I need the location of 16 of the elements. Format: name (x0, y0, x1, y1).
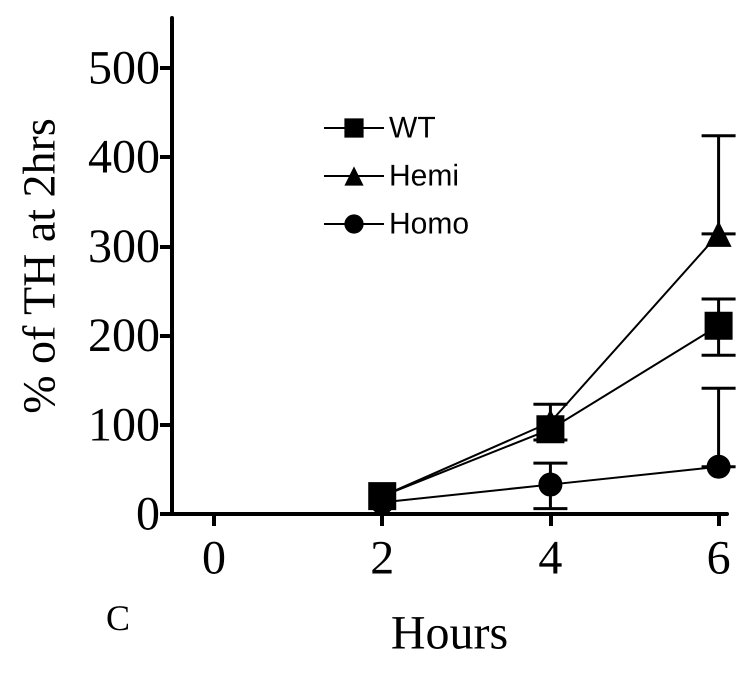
y-axis-title: % of TH at 2hrs (14, 118, 64, 414)
x-tick-label: 0 (202, 532, 226, 584)
x-tick-label: 2 (370, 532, 394, 584)
legend-label: Homo (389, 208, 470, 240)
y-tick-label: 0 (136, 488, 160, 540)
legend-label: WT (389, 112, 436, 144)
y-tick-label: 300 (88, 220, 160, 273)
y-tick-label: 100 (88, 398, 160, 452)
y-tick-label: 200 (88, 309, 160, 362)
x-axis-title: Hours (390, 606, 508, 660)
x-tick-label: 6 (706, 532, 731, 584)
y-tick-label: 400 (88, 130, 160, 184)
y-tick-label: 500 (88, 41, 160, 94)
text: C (106, 598, 130, 638)
x-tick-label: 4 (538, 532, 562, 584)
legend-label: Hemi (389, 160, 460, 192)
